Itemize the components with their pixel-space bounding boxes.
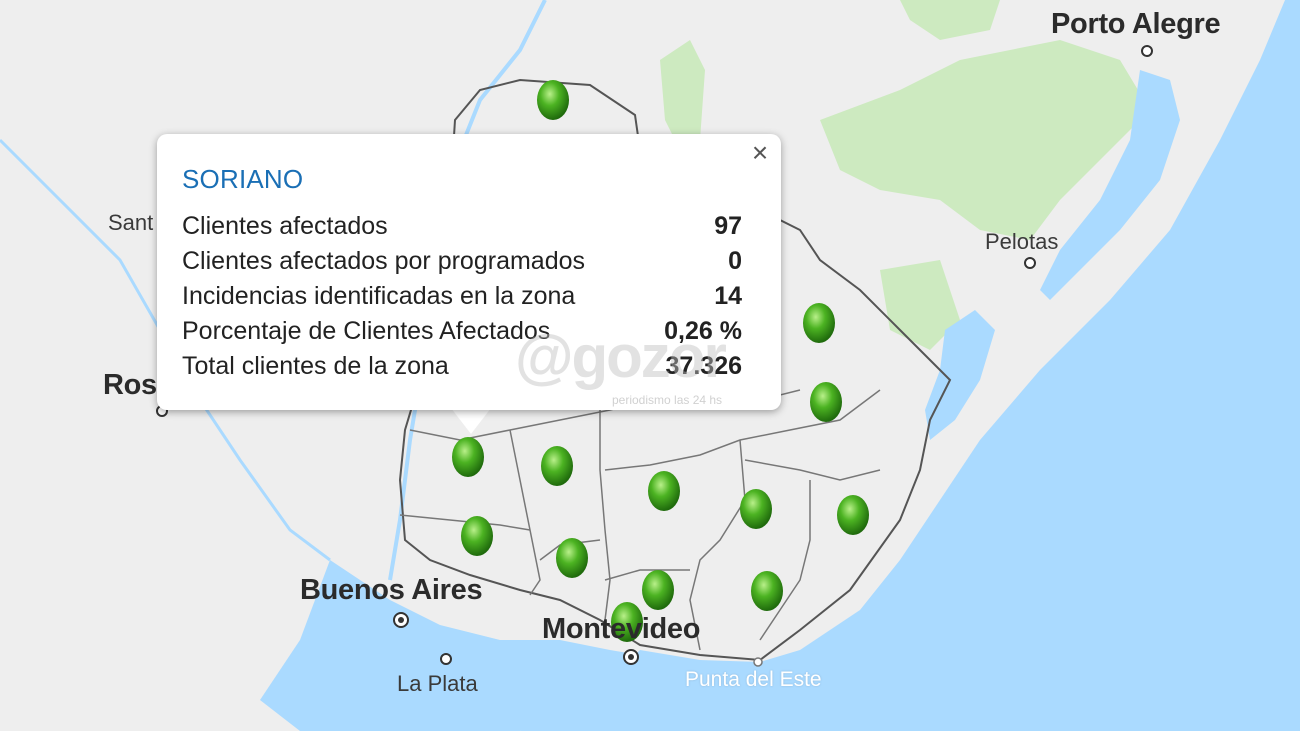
watermark-logo: @gozor: [515, 323, 727, 390]
stat-row: Porcentaje de Clientes Afectados 0,26 %: [182, 314, 742, 349]
city-label-pelotas: Pelotas: [985, 229, 1059, 254]
forest-area: [880, 260, 960, 350]
outage-marker-green[interactable]: [537, 80, 569, 120]
stat-value: 14: [714, 282, 742, 310]
outage-marker-green[interactable]: [461, 516, 493, 556]
outage-marker-green[interactable]: [751, 571, 783, 611]
city-dot: [1141, 45, 1153, 57]
city-label-santa-fe: Sant: [108, 210, 154, 235]
city-dot: [1024, 257, 1036, 269]
city-label-montevideo: Montevideo: [542, 613, 701, 645]
outage-marker-green[interactable]: [611, 602, 643, 642]
stat-row: Clientes afectados por programados 0: [182, 244, 742, 279]
city-label-rosario: Ros: [103, 369, 157, 401]
outage-markers: [452, 80, 869, 642]
outage-marker-green[interactable]: [541, 446, 573, 486]
stat-value: 97: [714, 212, 742, 240]
city-label-porto-alegre: Porto Alegre: [1051, 8, 1221, 40]
city-dot-center: [628, 654, 634, 660]
stat-label: Porcentaje de Clientes Afectados: [182, 317, 551, 345]
stat-row: Incidencias identificadas en la zona 14: [182, 279, 742, 314]
popup-title: SORIANO: [182, 164, 304, 194]
stat-value: 0: [728, 247, 742, 275]
outage-marker-green[interactable]: [810, 382, 842, 422]
city-dot: [440, 653, 452, 665]
stat-label: Clientes afectados: [182, 212, 388, 240]
city-dots: [156, 45, 1153, 667]
river-plate-estuary: [260, 560, 640, 731]
outage-marker-green[interactable]: [837, 495, 869, 535]
stat-value: 37.326: [665, 352, 742, 380]
ocean: [520, 0, 1300, 731]
lagoon: [925, 310, 995, 440]
stat-row: Total clientes de la zona 37.326: [182, 349, 742, 384]
city-dot: [753, 657, 763, 667]
info-popup: SORIANO × Clientes afectados 97 Clientes…: [157, 134, 781, 410]
city-label-la-plata: La Plata: [397, 671, 478, 696]
outage-marker-green[interactable]: [452, 437, 484, 477]
watermark-tagline: periodismo las 24 hs: [612, 393, 723, 407]
lagoon: [1040, 70, 1180, 300]
forest-area: [660, 40, 705, 150]
city-dot-center: [398, 617, 404, 623]
forest-area: [820, 40, 1150, 240]
stat-label: Incidencias identificadas en la zona: [182, 282, 576, 310]
city-label-punta-del-este: Punta del Este: [685, 668, 822, 691]
city-label-buenos-aires: Buenos Aires: [300, 574, 483, 606]
stat-label: Clientes afectados por programados: [182, 247, 586, 275]
popup-tail: [451, 408, 491, 434]
outage-marker-green[interactable]: [556, 538, 588, 578]
forest-area: [900, 0, 1000, 40]
outage-marker-green[interactable]: [740, 489, 772, 529]
stat-label: Total clientes de la zona: [182, 352, 449, 380]
stats-list: Clientes afectados 97 Clientes afectados…: [182, 209, 742, 384]
close-icon[interactable]: ×: [751, 137, 769, 168]
outage-marker-green[interactable]: [648, 471, 680, 511]
outage-marker-green[interactable]: [642, 570, 674, 610]
stat-row: Clientes afectados 97: [182, 209, 742, 244]
stat-value: 0,26 %: [664, 317, 742, 345]
outage-marker-green[interactable]: [803, 303, 835, 343]
